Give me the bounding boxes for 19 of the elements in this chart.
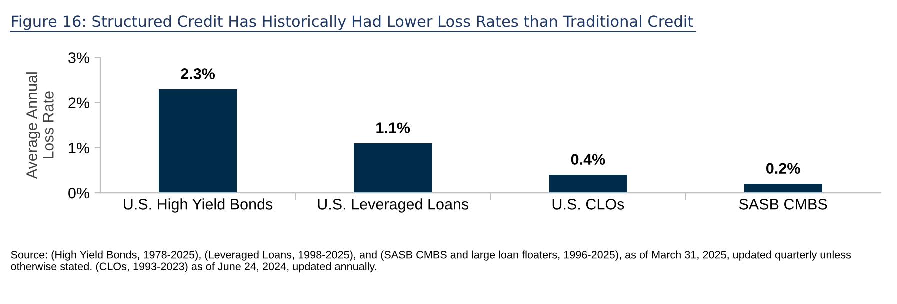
y-axis-title: Average Annual Loss Rate	[26, 72, 54, 180]
chart-title: Figure 16: Structured Credit Has Historically Had Lower Loss Rates than Traditional Credit	[12, 15, 694, 30]
x-tick-label: U.S. CLOs	[552, 199, 624, 210]
source-note: Source: (High Yield Bonds, 1978-2025), (Leveraged Loans, 1998-2025), and (SASB CMBS and large loan floaters, 1996-2025), as of March 31, 2025, updated quarterly unless otherwise stated. (CLOs, 1993-2023) as of June 24, 2024, updated annually.	[11, 250, 852, 273]
bar	[354, 143, 432, 194]
data-label: 0.4%	[571, 154, 606, 166]
bar	[158, 89, 238, 194]
data-label: 0.2%	[766, 163, 800, 174]
x-tick-label: U.S. Leveraged Loans	[318, 198, 469, 213]
data-label: 1.1%	[376, 122, 410, 134]
data-label: 2.3%	[181, 68, 216, 80]
y-tick-label: 2%	[68, 98, 90, 108]
x-tick-label: SASB CMBS	[739, 199, 828, 210]
bar	[549, 175, 628, 194]
y-tick-label: 3%	[68, 52, 90, 64]
x-tick-label: U.S. High Yield Bonds	[124, 198, 273, 213]
y-tick-label: 1%	[69, 142, 90, 154]
y-tick-label: 0%	[68, 188, 90, 199]
bar	[744, 184, 822, 194]
